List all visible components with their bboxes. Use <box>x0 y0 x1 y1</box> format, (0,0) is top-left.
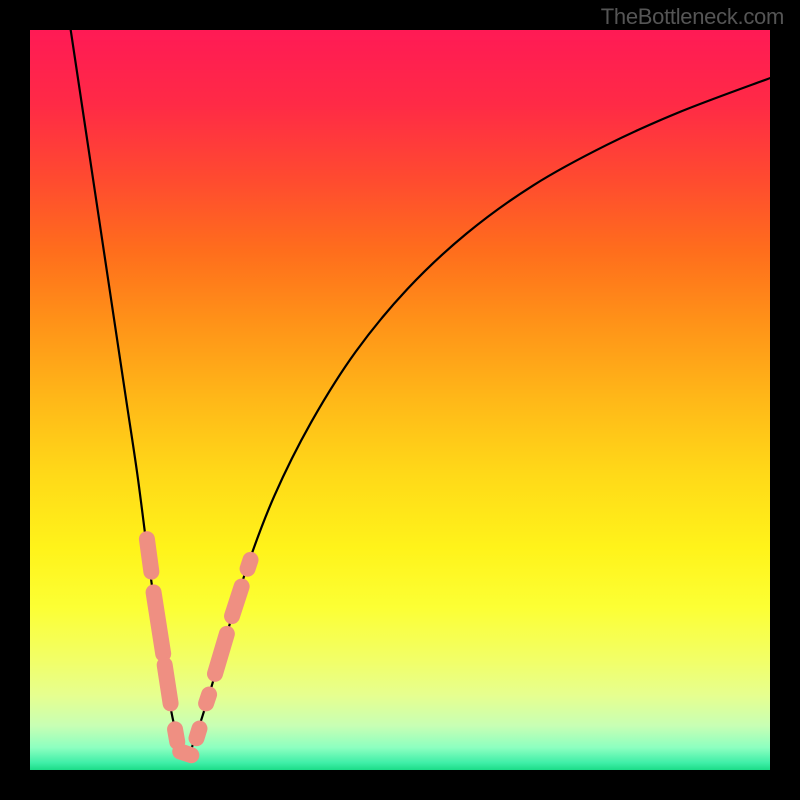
marker-capsule <box>165 665 171 703</box>
watermark-text: TheBottleneck.com <box>601 4 784 30</box>
marker-capsule <box>206 695 209 704</box>
marker-capsule <box>180 752 191 756</box>
marker-capsule <box>248 560 251 569</box>
marker-capsule <box>215 634 227 674</box>
marker-capsule <box>154 592 164 653</box>
bottleneck-chart <box>0 0 800 800</box>
marker-capsule <box>197 729 200 739</box>
plot-background <box>30 30 770 770</box>
marker-capsule <box>175 729 177 742</box>
marker-capsule <box>147 539 151 572</box>
marker-capsule <box>232 586 242 616</box>
